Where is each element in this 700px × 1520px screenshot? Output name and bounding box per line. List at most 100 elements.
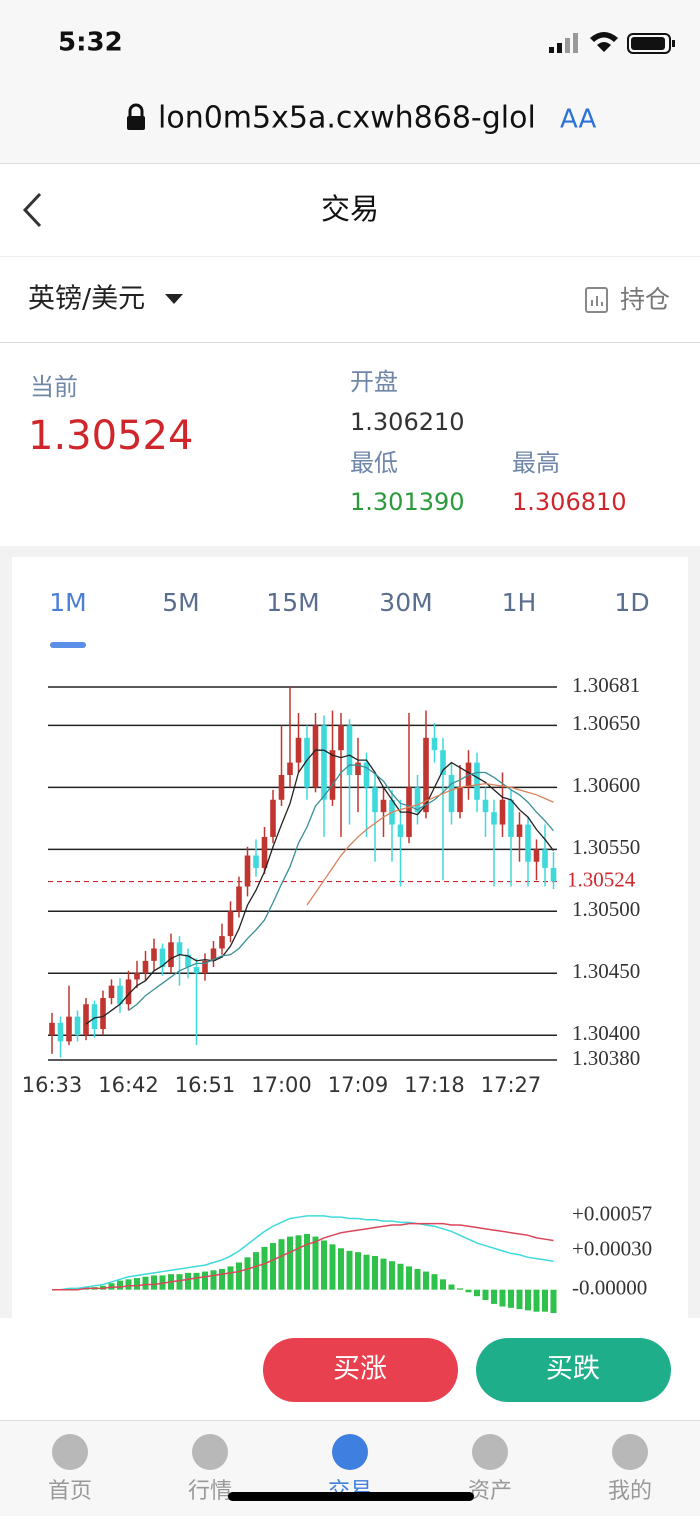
candle-body — [66, 1016, 72, 1042]
url[interactable]: lon0m5x5a.cxwh868-glol — [158, 101, 536, 136]
tab-label[interactable]: 首页 — [48, 1479, 92, 1504]
macd-bar — [516, 1289, 523, 1310]
macd-bar — [312, 1236, 319, 1290]
candle-body — [117, 985, 123, 1005]
lock-icon — [127, 103, 145, 130]
macd-bar — [431, 1274, 438, 1290]
macd-bar — [125, 1279, 132, 1290]
candle-body — [236, 886, 242, 912]
macd-bar — [321, 1240, 327, 1290]
candle-body — [49, 1022, 55, 1036]
buy-up-button[interactable] — [263, 1338, 458, 1402]
macd-bar — [397, 1263, 404, 1290]
candle-body — [57, 1022, 64, 1042]
dropdown-caret[interactable] — [165, 294, 183, 304]
timeframe-tab[interactable]: 1H — [502, 588, 537, 617]
candle-body — [516, 824, 523, 837]
macd-bar — [176, 1274, 183, 1290]
macd-bar — [508, 1289, 514, 1308]
candle-body — [346, 725, 353, 775]
tab-icon[interactable] — [332, 1434, 368, 1470]
macd-bar — [448, 1284, 455, 1290]
timeframe-tab[interactable]: 1D — [614, 588, 649, 617]
tab-label[interactable]: 我的 — [608, 1479, 652, 1504]
macd-bar — [219, 1268, 225, 1290]
candle-body — [304, 737, 310, 788]
current-price: 1.30524 — [28, 413, 193, 459]
holdings-link[interactable]: 持仓 — [620, 285, 670, 314]
candle-body — [91, 1004, 98, 1030]
candle-body — [176, 942, 183, 955]
macd-tick-label: -0.00000 — [572, 1276, 647, 1300]
candle-body — [508, 799, 514, 837]
instrument-name[interactable]: 英镑/美元 — [28, 284, 145, 315]
macd-tick-label: +0.00030 — [572, 1237, 652, 1261]
candle-body — [414, 787, 421, 813]
macd-bar — [142, 1276, 149, 1290]
macd-bar — [295, 1235, 302, 1290]
timeframe-tab[interactable]: 15M — [266, 588, 319, 617]
macd-bar — [210, 1270, 217, 1290]
macd-bar — [117, 1280, 123, 1290]
x-tick-label: 16:42 — [98, 1073, 159, 1097]
timeframe-tabs: 1M 5M 15M 30M 1H 1D — [49, 588, 650, 648]
tab-icon[interactable] — [52, 1434, 88, 1470]
candle-body — [185, 954, 191, 968]
tab-label[interactable]: 行情 — [188, 1479, 232, 1504]
macd-bar — [533, 1289, 540, 1312]
tab-icon[interactable] — [612, 1434, 648, 1470]
macd-bar — [406, 1266, 412, 1290]
macd-bar — [270, 1243, 276, 1290]
macd-tick-label: +0.00057 — [572, 1202, 652, 1226]
candle-body — [338, 725, 344, 751]
candle-body — [542, 849, 548, 868]
candle-body — [499, 799, 506, 825]
macd-bar — [134, 1278, 140, 1290]
candle-body — [372, 787, 378, 813]
tab-icon[interactable] — [472, 1434, 508, 1470]
candle-body — [270, 799, 276, 837]
macd-line — [52, 1215, 554, 1291]
x-tick-label: 16:51 — [175, 1073, 236, 1097]
macd-bar — [423, 1271, 429, 1290]
browser-chrome — [0, 0, 700, 163]
buy-down-label[interactable]: 买跌 — [546, 1354, 600, 1385]
timeframe-tab[interactable]: 1M — [49, 588, 86, 617]
macd-bar — [151, 1275, 157, 1290]
candle-body — [278, 774, 285, 800]
candle-body — [482, 799, 489, 813]
macd-bar — [474, 1289, 480, 1297]
macd-bar — [550, 1289, 557, 1313]
macd-line — [52, 1222, 554, 1291]
quote-label: 开盘 — [350, 368, 398, 396]
macd-bar — [440, 1279, 446, 1290]
macd-bar — [253, 1252, 259, 1290]
macd-bar — [499, 1289, 506, 1307]
back-button[interactable] — [22, 192, 42, 228]
candle-body — [253, 855, 259, 868]
x-tick-label: 17:27 — [481, 1073, 542, 1097]
moving-average — [85, 749, 555, 1025]
buy-up-label[interactable]: 买涨 — [333, 1354, 387, 1385]
candle-body — [457, 787, 463, 813]
candle-body — [74, 1016, 81, 1036]
buy-down-button[interactable] — [476, 1338, 671, 1402]
tab-icon[interactable] — [192, 1434, 228, 1470]
macd-bar — [525, 1289, 531, 1311]
timeframe-tab[interactable]: 30M — [379, 588, 432, 617]
page-title: 交易 — [321, 192, 379, 226]
candle-body — [227, 911, 234, 937]
quote-label: 当前 — [30, 373, 78, 401]
candle-body — [210, 948, 217, 961]
chart-card — [12, 557, 688, 1318]
tab-label[interactable]: 资产 — [468, 1479, 512, 1504]
candle-body — [355, 762, 361, 775]
tabs: 首页 行情 交易 资产 我的 — [48, 1434, 652, 1504]
macd-bar — [491, 1289, 497, 1304]
text-size-button[interactable]: AA — [560, 105, 597, 135]
candle-body — [142, 960, 149, 974]
timeframe-tab[interactable]: 5M — [162, 588, 199, 617]
candle-body — [533, 849, 540, 862]
candle-body — [151, 948, 157, 961]
